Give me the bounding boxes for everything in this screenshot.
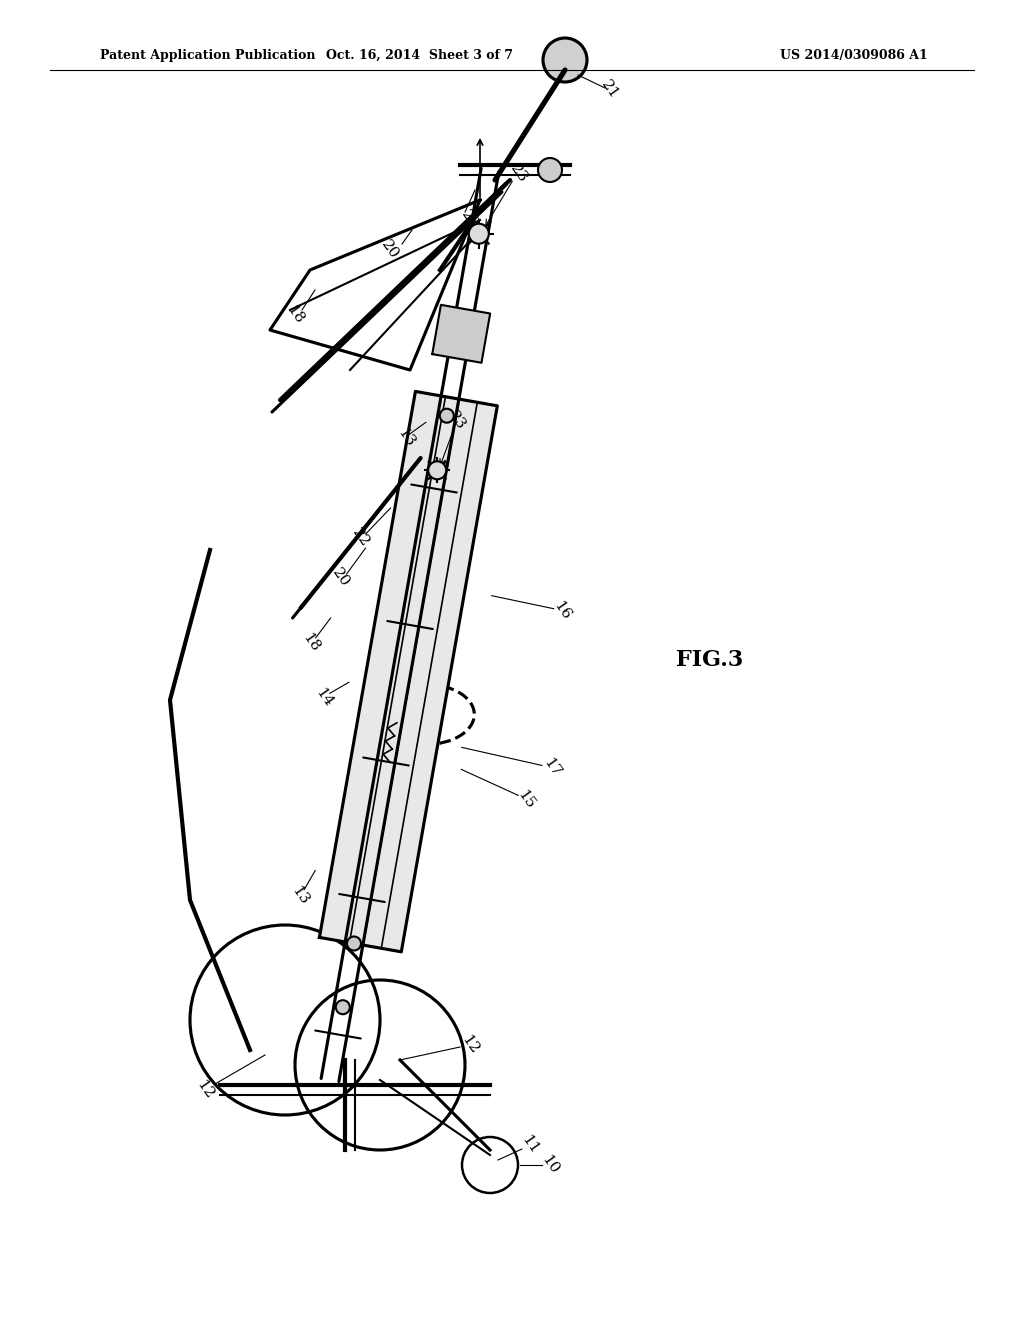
Text: 10: 10 — [539, 1152, 561, 1177]
Text: 21: 21 — [599, 78, 622, 102]
Text: 15: 15 — [515, 788, 538, 812]
Text: Oct. 16, 2014  Sheet 3 of 7: Oct. 16, 2014 Sheet 3 of 7 — [327, 49, 513, 62]
Text: 22: 22 — [459, 209, 481, 232]
Text: 20: 20 — [379, 238, 401, 261]
Text: 20: 20 — [330, 566, 352, 590]
Text: 23: 23 — [508, 162, 530, 186]
Text: 18: 18 — [299, 631, 322, 655]
Text: FIG.3: FIG.3 — [677, 649, 743, 671]
Circle shape — [428, 461, 446, 479]
Circle shape — [469, 223, 488, 244]
Polygon shape — [432, 305, 490, 363]
Circle shape — [543, 38, 587, 82]
Circle shape — [336, 1001, 350, 1014]
Text: Patent Application Publication: Patent Application Publication — [100, 49, 315, 62]
Circle shape — [538, 158, 562, 182]
Text: US 2014/0309086 A1: US 2014/0309086 A1 — [780, 49, 928, 62]
Text: 18: 18 — [284, 304, 306, 327]
Circle shape — [347, 936, 361, 950]
Polygon shape — [319, 392, 498, 952]
Text: 16: 16 — [550, 599, 573, 623]
Text: 22: 22 — [349, 525, 372, 550]
Text: 11: 11 — [519, 1133, 542, 1158]
Text: 23: 23 — [445, 408, 469, 432]
Text: 12: 12 — [194, 1078, 216, 1102]
Text: 14: 14 — [312, 685, 335, 709]
Text: 12: 12 — [459, 1034, 481, 1057]
Text: 17: 17 — [541, 755, 563, 779]
Circle shape — [439, 409, 454, 422]
Text: 13: 13 — [289, 883, 311, 908]
Text: 13: 13 — [394, 425, 417, 449]
